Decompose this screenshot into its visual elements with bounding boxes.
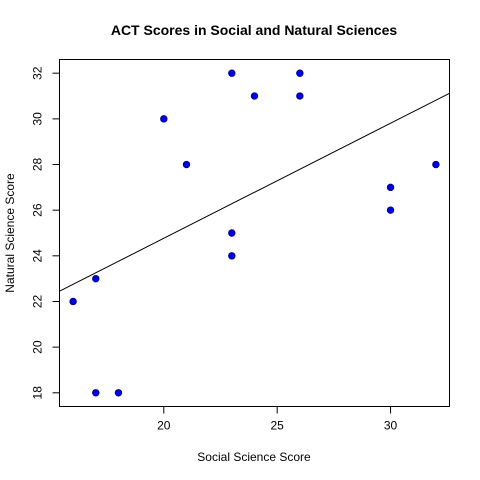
data-point <box>92 274 100 283</box>
data-point <box>296 92 304 100</box>
data-point <box>228 252 236 260</box>
data-point <box>228 229 236 237</box>
trend-line <box>59 92 450 292</box>
y-axis-label: Natural Science Score <box>3 173 17 293</box>
x-axis-label: Social Science Score <box>197 450 311 464</box>
y-tick-label: 24 <box>31 249 45 263</box>
data-point <box>386 183 395 192</box>
y-tick-label: 22 <box>31 294 45 308</box>
y-tick-label: 26 <box>31 203 45 217</box>
data-point <box>92 389 100 397</box>
data-point <box>386 206 395 214</box>
data-point <box>296 69 304 77</box>
data-point <box>250 92 259 100</box>
y-tick-label: 32 <box>31 66 45 80</box>
plot-frame <box>59 59 450 407</box>
y-axis: 18 20 22 24 26 28 30 32 <box>31 66 60 399</box>
data-point <box>69 297 77 306</box>
x-tick-label: 25 <box>270 419 284 433</box>
x-tick-label: 20 <box>157 419 171 433</box>
x-axis: 20 25 30 <box>157 406 398 433</box>
chart-title: ACT Scores in Social and Natural Science… <box>111 22 398 38</box>
y-tick-label: 20 <box>31 340 45 354</box>
data-point <box>432 160 440 169</box>
y-tick-label: 30 <box>31 112 45 126</box>
y-tick-label: 28 <box>31 158 45 172</box>
x-tick-label: 30 <box>384 419 398 433</box>
data-point <box>114 389 123 397</box>
data-points <box>69 69 440 397</box>
data-point <box>182 160 191 169</box>
data-point <box>160 115 168 123</box>
data-point <box>228 69 236 77</box>
y-tick-label: 18 <box>31 386 45 400</box>
